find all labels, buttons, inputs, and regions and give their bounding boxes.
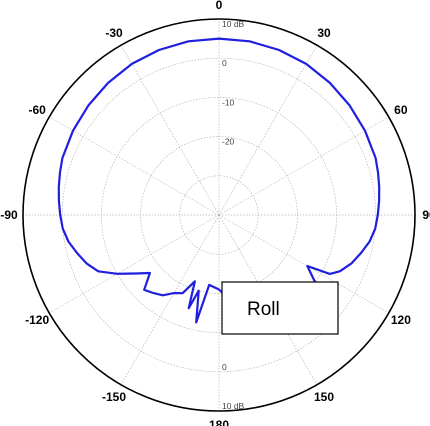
ring-label-bottom-2: 0 xyxy=(222,362,227,372)
angle-label-8: -120 xyxy=(25,313,49,327)
legend-box-text: Roll xyxy=(247,299,280,320)
polar-grid xyxy=(22,18,416,412)
ring-label-top-2: -10 xyxy=(222,97,235,107)
angle-label-7: -150 xyxy=(102,390,126,404)
angle-label-1: 30 xyxy=(317,26,331,40)
grid-spoke-7 xyxy=(120,214,220,385)
angle-label-2: 60 xyxy=(394,103,408,117)
ring-label-bottom-3: 10 dB xyxy=(222,401,245,411)
grid-spoke-2 xyxy=(218,116,389,216)
ring-label-top-3: -20 xyxy=(222,137,235,147)
ring-label-top-0: 10 dB xyxy=(222,19,245,29)
grid-spoke-1 xyxy=(218,45,318,216)
outer-ring xyxy=(22,18,416,412)
angle-label-11: -30 xyxy=(105,26,123,40)
grid-spoke-11 xyxy=(120,45,220,216)
grid-spoke-5 xyxy=(218,214,318,385)
ring-label-top-1: 0 xyxy=(222,58,227,68)
angle-label-10: -60 xyxy=(28,103,46,117)
grid-spoke-8 xyxy=(49,214,220,314)
angle-label-6: 180 xyxy=(209,418,229,426)
legend-box: Roll xyxy=(221,281,339,335)
angle-label-9: -90 xyxy=(0,208,18,222)
angle-label-5: 150 xyxy=(314,390,334,404)
grid-spoke-4 xyxy=(218,214,389,314)
angle-label-3: 90 xyxy=(422,208,430,222)
legend-box-frame xyxy=(221,281,339,335)
angle-label-4: 120 xyxy=(391,313,411,327)
angle-label-0: 0 xyxy=(216,0,223,12)
grid-spoke-10 xyxy=(49,116,220,216)
